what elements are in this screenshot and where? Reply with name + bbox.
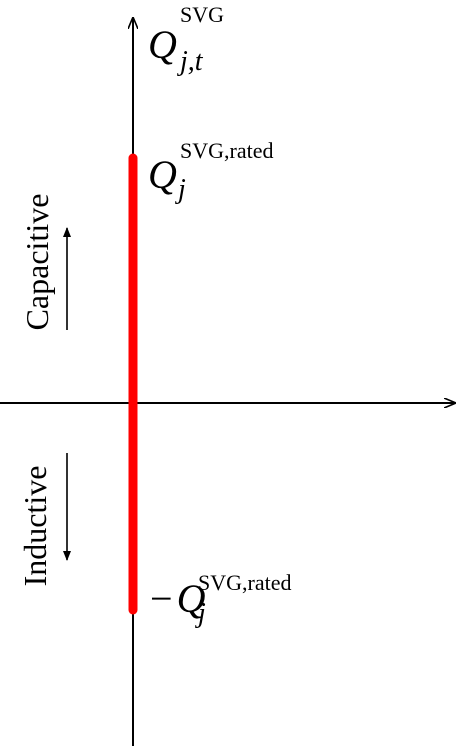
axis-label: Q j,t SVG (148, 2, 224, 77)
upper-limit-label: Q j SVG,rated (148, 138, 273, 205)
label-main: Q (177, 576, 206, 621)
label-sub: j (195, 598, 206, 629)
capacitive-label: Capacitive (19, 194, 55, 331)
label-sub: j,t (177, 46, 204, 77)
label-sup: SVG,rated (180, 138, 273, 163)
label-main: Q (148, 22, 177, 67)
label-prefix: − (150, 576, 173, 621)
inductive-label: Inductive (17, 466, 53, 587)
lower-limit-label: − Q j SVG,rated (150, 570, 291, 629)
label-sup: SVG,rated (198, 570, 291, 595)
label-sub: j (175, 174, 186, 205)
label-main: Q (148, 152, 177, 197)
label-sup: SVG (180, 2, 224, 27)
